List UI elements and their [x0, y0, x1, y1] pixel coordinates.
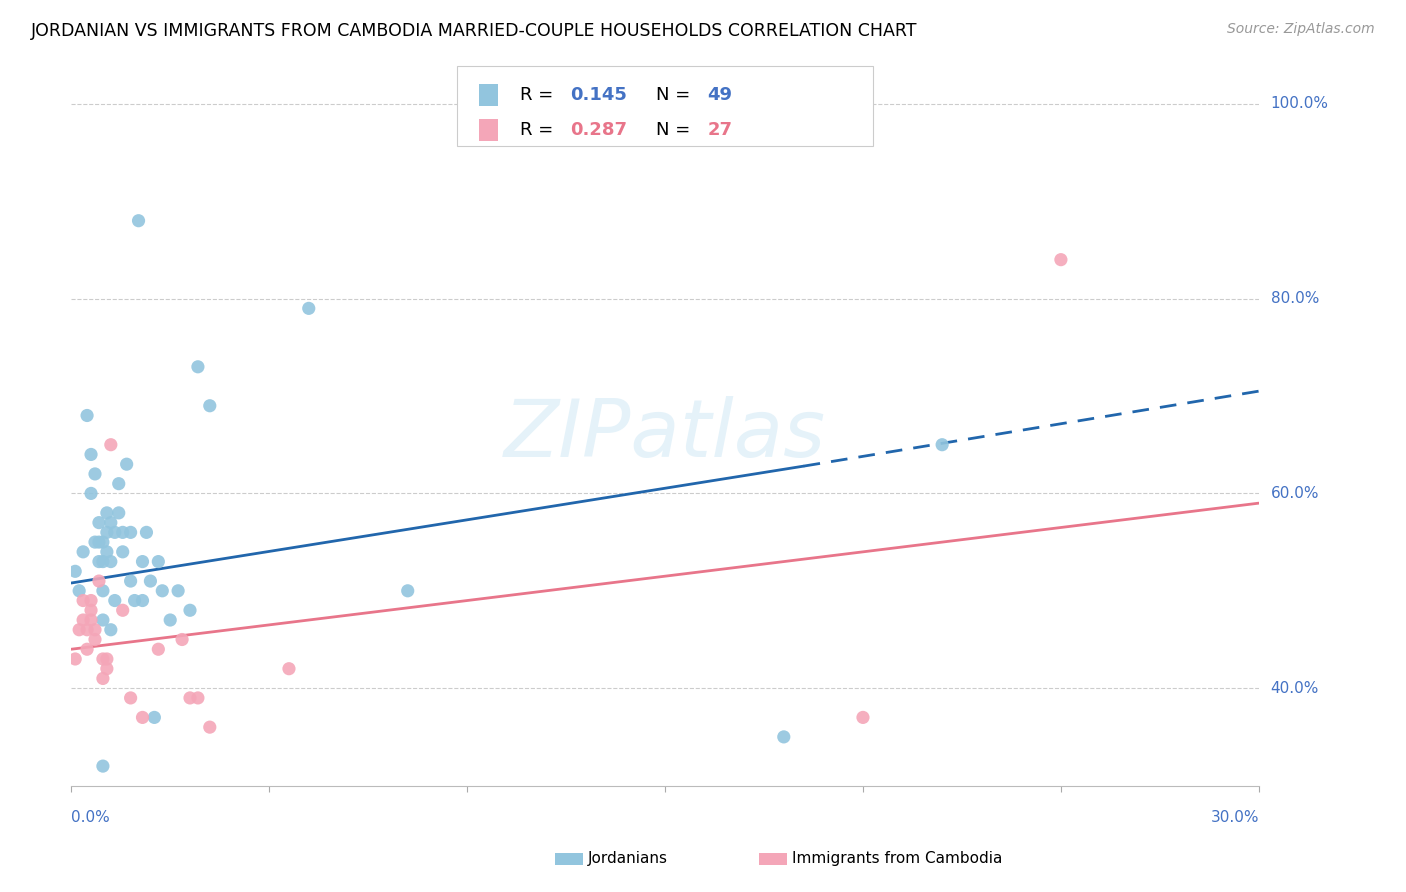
Text: 100.0%: 100.0% [1271, 96, 1329, 112]
Point [187, 690, 209, 705]
Point [135, 525, 157, 540]
Text: 0.145: 0.145 [571, 87, 627, 104]
Point [139, 574, 162, 588]
Point [100, 438, 122, 452]
Point [179, 603, 201, 617]
Point [91, 672, 114, 686]
Point [84, 467, 107, 481]
Point [84, 535, 107, 549]
Text: 49: 49 [707, 87, 733, 104]
Text: ZIPatlas: ZIPatlas [503, 396, 827, 474]
FancyBboxPatch shape [457, 66, 873, 146]
Point [159, 613, 181, 627]
Point [124, 593, 146, 607]
Point [131, 555, 153, 569]
Point [278, 662, 301, 676]
Point [100, 555, 122, 569]
Text: 80.0%: 80.0% [1271, 291, 1319, 306]
Point [96, 662, 118, 676]
Point [772, 730, 794, 744]
Point [72, 613, 94, 627]
Point [67, 623, 90, 637]
Point [172, 632, 194, 647]
Point [120, 574, 142, 588]
Point [63, 652, 86, 666]
FancyBboxPatch shape [478, 85, 498, 106]
Point [87, 535, 110, 549]
Point [96, 652, 118, 666]
Point [80, 603, 103, 617]
Text: N =: N = [657, 120, 696, 138]
Point [84, 623, 107, 637]
Point [76, 623, 98, 637]
Point [104, 525, 127, 540]
Point [931, 438, 953, 452]
Point [96, 525, 118, 540]
Point [187, 359, 209, 374]
Text: JORDANIAN VS IMMIGRANTS FROM CAMBODIA MARRIED-COUPLE HOUSEHOLDS CORRELATION CHAR: JORDANIAN VS IMMIGRANTS FROM CAMBODIA MA… [31, 22, 918, 40]
Point [131, 593, 153, 607]
Point [80, 486, 103, 500]
Point [80, 593, 103, 607]
Point [72, 545, 94, 559]
Point [167, 583, 190, 598]
Point [148, 555, 170, 569]
Text: N =: N = [657, 87, 696, 104]
Text: R =: R = [520, 120, 558, 138]
Point [96, 545, 118, 559]
Text: Source: ZipAtlas.com: Source: ZipAtlas.com [1227, 22, 1375, 37]
Point [104, 593, 127, 607]
Point [111, 603, 134, 617]
Point [107, 506, 129, 520]
Point [120, 525, 142, 540]
Point [91, 535, 114, 549]
Text: 0.287: 0.287 [571, 120, 627, 138]
Point [87, 555, 110, 569]
Point [67, 583, 90, 598]
Point [84, 632, 107, 647]
Text: 60.0%: 60.0% [1271, 486, 1319, 501]
Text: Jordanians: Jordanians [588, 852, 668, 866]
Point [852, 710, 875, 724]
Point [100, 516, 122, 530]
Text: 27: 27 [707, 120, 733, 138]
Point [96, 506, 118, 520]
Text: 0.0%: 0.0% [72, 810, 110, 825]
Point [80, 613, 103, 627]
Point [91, 652, 114, 666]
Point [111, 545, 134, 559]
Point [87, 574, 110, 588]
Point [1050, 252, 1073, 267]
Point [148, 642, 170, 657]
Text: R =: R = [520, 87, 558, 104]
Point [91, 583, 114, 598]
Point [76, 409, 98, 423]
Point [396, 583, 419, 598]
Point [91, 759, 114, 773]
Point [91, 555, 114, 569]
Point [87, 516, 110, 530]
Point [72, 593, 94, 607]
Point [91, 613, 114, 627]
FancyBboxPatch shape [478, 119, 498, 141]
Point [198, 399, 221, 413]
Text: 40.0%: 40.0% [1271, 681, 1319, 696]
Text: Immigrants from Cambodia: Immigrants from Cambodia [792, 852, 1002, 866]
Point [131, 710, 153, 724]
Point [76, 642, 98, 657]
Point [128, 213, 150, 227]
Point [298, 301, 321, 316]
Point [107, 476, 129, 491]
Point [150, 583, 173, 598]
Point [198, 720, 221, 734]
Point [63, 564, 86, 578]
Point [179, 690, 201, 705]
Point [100, 623, 122, 637]
Point [120, 690, 142, 705]
Point [111, 525, 134, 540]
Point [143, 710, 166, 724]
Text: 30.0%: 30.0% [1211, 810, 1258, 825]
Point [115, 457, 138, 471]
Point [80, 447, 103, 461]
